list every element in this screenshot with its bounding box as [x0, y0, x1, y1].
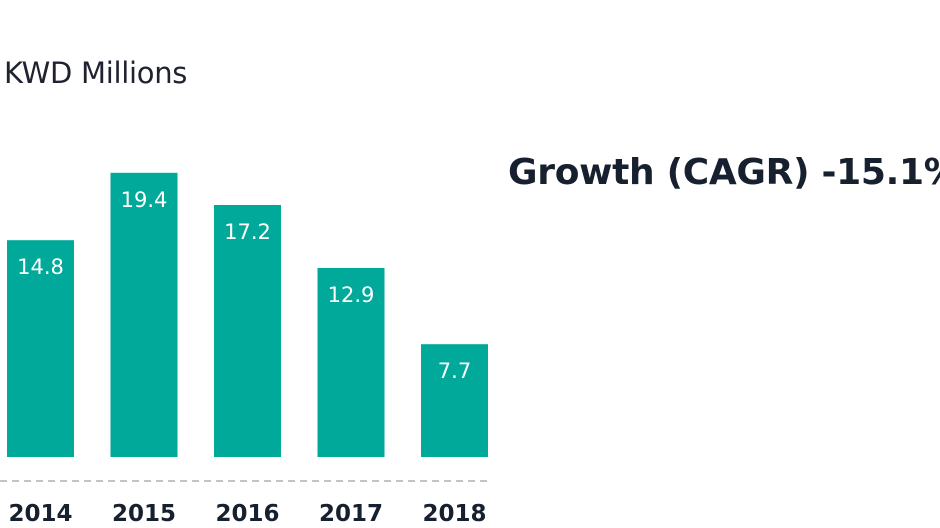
bar-value-label: 14.8 [17, 255, 64, 279]
bar-2014 [7, 240, 74, 457]
bar-value-labels: 14.8 19.4 17.2 12.9 7.7 [17, 188, 471, 383]
bar-2018 [421, 344, 488, 457]
bar-value-label: 19.4 [121, 188, 168, 212]
bar-2016 [214, 205, 281, 457]
x-tick-label: 2016 [215, 501, 279, 527]
unit-label: KWD Millions [4, 56, 188, 90]
bar-value-label: 12.9 [328, 283, 375, 307]
x-axis-tick-labels: 2014 2015 2016 2017 2018 [8, 501, 486, 527]
x-tick-label: 2017 [319, 501, 383, 527]
bar-2015 [110, 172, 178, 458]
cagr-growth-label: Growth (CAGR) -15.1% [508, 152, 940, 193]
x-tick-label: 2018 [422, 501, 486, 527]
x-tick-label: 2015 [112, 501, 176, 527]
x-tick-label: 2014 [8, 501, 72, 527]
bar-group [7, 172, 488, 458]
bar-value-label: 17.2 [224, 220, 271, 244]
bar-value-label: 7.7 [438, 359, 471, 383]
bar-2017 [317, 268, 385, 457]
